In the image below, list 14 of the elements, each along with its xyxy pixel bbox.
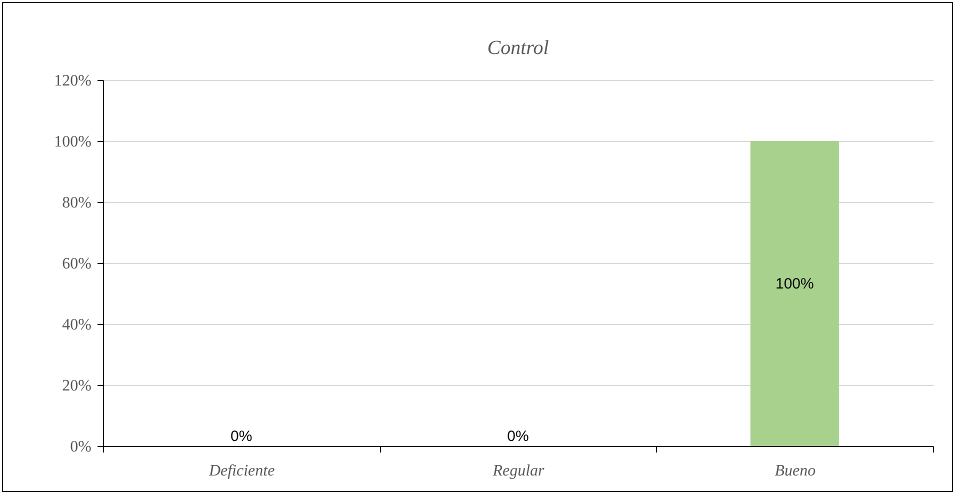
y-tick-label: 120% xyxy=(54,72,92,90)
data-label: 0% xyxy=(507,428,529,445)
x-tick-label: Regular xyxy=(492,462,546,480)
data-label: 0% xyxy=(230,428,252,445)
y-tick-label: 0% xyxy=(70,438,92,456)
y-tick-label: 40% xyxy=(62,316,92,334)
y-tick-label: 60% xyxy=(62,256,92,272)
x-tick-label: Bueno xyxy=(774,462,816,480)
data-label: 100% xyxy=(775,276,814,292)
chart-title: Control xyxy=(487,37,550,59)
x-tick-label: Deficiente xyxy=(208,462,275,480)
y-tick-label: 20% xyxy=(62,378,92,394)
y-tick-label: 100% xyxy=(54,134,92,150)
y-tick-label: 80% xyxy=(62,194,92,212)
